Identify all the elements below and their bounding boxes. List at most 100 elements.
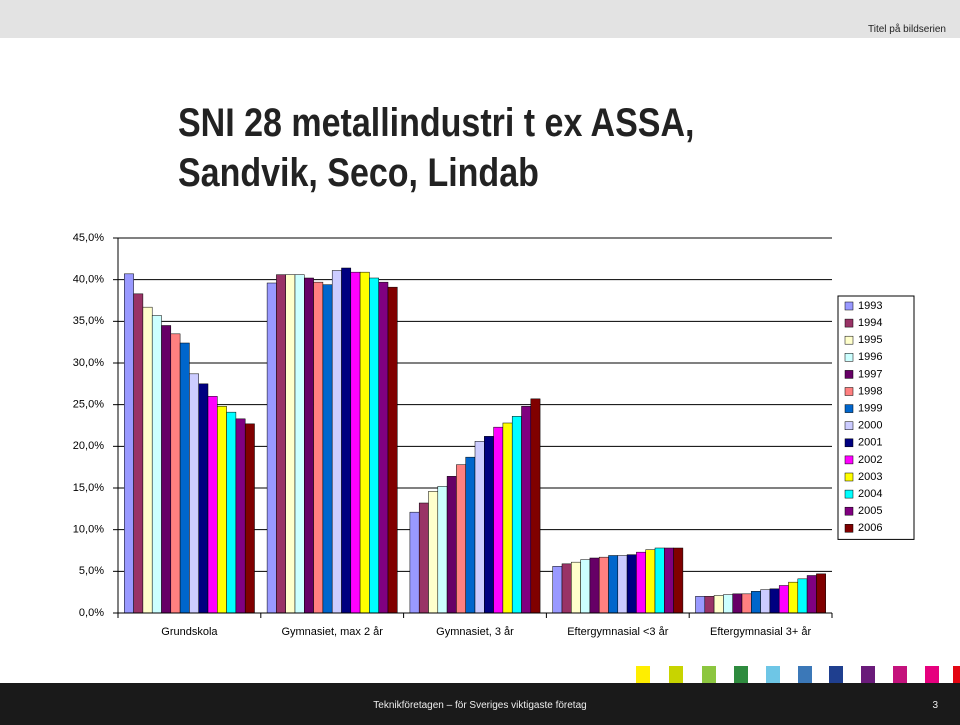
legend-swatch bbox=[844, 489, 854, 499]
bar bbox=[235, 418, 246, 614]
bar bbox=[161, 325, 172, 614]
decor-square bbox=[861, 666, 875, 683]
bar bbox=[266, 282, 277, 614]
decor-square bbox=[766, 666, 780, 683]
bar bbox=[816, 573, 826, 614]
bar bbox=[598, 556, 609, 614]
bar bbox=[207, 396, 218, 614]
page-number: 3 bbox=[932, 700, 938, 711]
bar bbox=[589, 557, 600, 614]
bar bbox=[723, 594, 733, 614]
bar bbox=[797, 578, 808, 614]
decor-square bbox=[734, 666, 748, 683]
legend-label: 1996 bbox=[858, 351, 882, 363]
bar bbox=[456, 464, 466, 614]
bar bbox=[552, 566, 563, 614]
legend-label: 1999 bbox=[858, 403, 882, 415]
decor-square bbox=[893, 666, 907, 683]
bar bbox=[484, 436, 494, 614]
legend-swatch bbox=[844, 524, 854, 533]
legend-label: 1998 bbox=[858, 385, 882, 397]
bar bbox=[387, 286, 398, 614]
decor-square bbox=[925, 666, 939, 683]
footer-text: Teknikföretagen – för Sveriges viktigast… bbox=[373, 700, 587, 711]
legend-swatch bbox=[844, 404, 854, 413]
bar bbox=[713, 595, 724, 614]
decor-square bbox=[798, 666, 812, 683]
bar bbox=[493, 426, 504, 614]
bar bbox=[695, 596, 706, 614]
bar bbox=[645, 549, 656, 614]
bar bbox=[226, 411, 237, 614]
legend-swatch bbox=[844, 455, 854, 465]
x-tick-label: Grundskola bbox=[161, 626, 218, 638]
legend-label: 1994 bbox=[858, 317, 882, 329]
y-tick-label: 5,0% bbox=[79, 565, 104, 577]
legend-swatch bbox=[844, 506, 854, 516]
legend-label: 2006 bbox=[858, 522, 882, 534]
top-bar: Titel på bildserien bbox=[0, 0, 960, 38]
bar bbox=[741, 593, 752, 614]
decor-square bbox=[636, 666, 650, 683]
legend-swatch bbox=[844, 438, 854, 448]
bar bbox=[664, 547, 674, 614]
bar bbox=[244, 423, 255, 614]
bar bbox=[636, 551, 646, 614]
legend-swatch bbox=[844, 301, 854, 311]
legend-label: 2004 bbox=[858, 488, 882, 500]
x-tick-label: Gymnasiet, 3 år bbox=[436, 626, 514, 638]
bar bbox=[304, 277, 314, 614]
bar bbox=[446, 476, 457, 614]
decor-square bbox=[702, 666, 716, 683]
legend-swatch bbox=[844, 370, 854, 379]
legend-swatch bbox=[844, 421, 854, 430]
legend-label: 2005 bbox=[858, 505, 882, 517]
x-tick-label: Eftergymnasial 3+ år bbox=[710, 626, 812, 638]
legend-label: 2001 bbox=[858, 437, 882, 449]
bar bbox=[704, 596, 715, 614]
bar bbox=[673, 547, 684, 614]
decor-square bbox=[953, 666, 960, 683]
slide-title: SNI 28 metallindustri t ex ASSA, Sandvik… bbox=[178, 101, 695, 195]
bar bbox=[341, 267, 352, 614]
bar bbox=[189, 373, 199, 614]
bar bbox=[626, 554, 637, 614]
bar bbox=[617, 555, 628, 614]
legend-label: 2002 bbox=[858, 454, 882, 466]
y-tick-label: 15,0% bbox=[73, 482, 104, 494]
bar bbox=[732, 593, 743, 614]
legend-box bbox=[837, 295, 915, 540]
bar bbox=[428, 491, 439, 614]
bar bbox=[474, 441, 485, 614]
legend-swatch bbox=[844, 387, 854, 396]
bar bbox=[294, 274, 305, 614]
bar bbox=[217, 406, 227, 614]
bar bbox=[313, 281, 324, 614]
bar bbox=[359, 271, 370, 614]
bar bbox=[654, 547, 665, 614]
y-tick-label: 10,0% bbox=[73, 524, 104, 536]
bar bbox=[198, 383, 209, 614]
y-tick-label: 20,0% bbox=[73, 440, 104, 452]
legend-swatch bbox=[844, 335, 854, 345]
bar bbox=[465, 456, 476, 614]
bar bbox=[331, 270, 342, 614]
bar bbox=[369, 277, 379, 614]
decor-square bbox=[669, 666, 683, 683]
legend-swatch bbox=[844, 353, 854, 362]
bar bbox=[418, 502, 429, 614]
bar bbox=[806, 575, 817, 614]
bar bbox=[437, 486, 448, 614]
y-tick-label: 40,0% bbox=[73, 274, 104, 286]
bar bbox=[350, 271, 361, 614]
bar bbox=[571, 561, 581, 614]
series-title: Titel på bildserien bbox=[867, 24, 946, 35]
legend-swatch bbox=[844, 318, 854, 328]
decor-square bbox=[829, 666, 843, 683]
y-tick-label: 0,0% bbox=[79, 607, 104, 619]
bar bbox=[760, 589, 771, 614]
bar bbox=[276, 274, 286, 614]
bar bbox=[378, 281, 389, 614]
bar bbox=[409, 511, 420, 614]
